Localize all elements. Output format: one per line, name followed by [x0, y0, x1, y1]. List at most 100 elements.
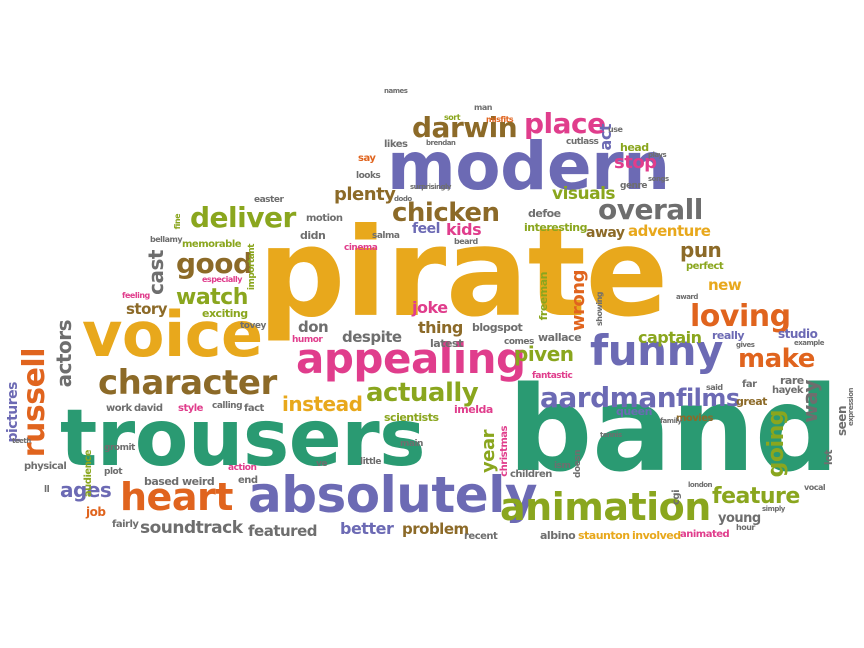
word-audience: audience	[83, 450, 94, 498]
word-wallace: wallace	[538, 331, 582, 344]
word-good: good	[176, 247, 253, 280]
word-main: main	[400, 439, 423, 449]
word-brendan: brendan	[426, 139, 456, 147]
word-away: away	[586, 225, 625, 241]
word-modern: modern	[387, 128, 670, 205]
word-feeling: feeling	[122, 291, 150, 300]
word-recent: recent	[464, 531, 498, 542]
word-christmas: christmas	[499, 426, 510, 477]
word-feature: feature	[712, 484, 800, 509]
word-wrong: wrong	[568, 270, 589, 332]
word-plays: plays	[648, 151, 667, 159]
word-piven: piven	[514, 342, 574, 366]
word-pictures: pictures	[5, 382, 21, 443]
word-comes: comes	[504, 337, 534, 347]
word-sort: sort	[444, 113, 461, 122]
word-deliver: deliver	[190, 201, 296, 234]
word-scientists: scientists	[384, 411, 439, 424]
word-animation: animation	[500, 485, 711, 529]
word-featured: featured	[248, 522, 317, 540]
word-animated: animated	[680, 529, 730, 540]
word-teeth: teeth	[12, 437, 31, 445]
word-absolutely: absolutely	[248, 466, 537, 524]
word-little: little	[360, 457, 381, 467]
word-captain: captain	[638, 328, 702, 347]
word-salma: salma	[372, 231, 400, 241]
word-plot: plot	[104, 467, 123, 477]
word-instead: instead	[282, 392, 363, 416]
word-gives: gives	[736, 341, 755, 349]
word-appealing: appealing	[296, 334, 526, 383]
word-ve: ve	[316, 459, 327, 469]
word-fine: fine	[173, 214, 182, 230]
word-place: place	[524, 107, 606, 140]
word-memorable: memorable	[182, 239, 242, 250]
word-new: new	[708, 276, 742, 294]
word-ages: ages	[60, 478, 112, 502]
word-overall: overall	[598, 193, 703, 226]
word-hayek: hayek	[772, 385, 804, 396]
word-action: action	[228, 463, 257, 473]
word-style: style	[178, 403, 203, 414]
word-tennis: tennis	[600, 431, 622, 439]
word-calling: calling	[212, 401, 243, 411]
word-expression: expression	[847, 388, 855, 426]
word-hour: hour	[736, 523, 755, 532]
word-use: use	[608, 125, 623, 134]
word-especially: especially	[202, 275, 242, 284]
word-movies: movies	[676, 413, 713, 424]
word-band: band	[508, 360, 839, 498]
word-physical: physical	[24, 461, 67, 472]
word-make: make	[738, 344, 815, 374]
word-plenty: plenty	[334, 184, 396, 205]
word-imelda: imelda	[454, 403, 493, 416]
word-exciting: exciting	[202, 307, 248, 320]
word-ll: ll	[44, 485, 50, 495]
word-studio: studio	[778, 327, 818, 341]
word-bellamy: bellamy	[150, 235, 183, 244]
word-albino: albino	[540, 529, 576, 542]
word-weird: weird	[182, 475, 215, 488]
word-say: say	[358, 153, 376, 164]
word-rare: rare	[780, 374, 804, 387]
word-david: david	[134, 403, 163, 414]
word-genre: genre	[620, 181, 648, 191]
word-names: names	[384, 87, 408, 95]
word-surprisingly: surprisingly	[410, 183, 452, 191]
word-fantastic: fantastic	[532, 371, 573, 381]
word-feel: feel	[412, 221, 440, 237]
word-didn: didn	[300, 229, 326, 242]
word-actors: actors	[52, 320, 76, 388]
word-aardman: aardman	[540, 381, 677, 414]
word-films: films	[676, 384, 740, 412]
word-end: end	[238, 475, 258, 486]
word-job: job	[86, 505, 106, 519]
word-example: example	[794, 339, 824, 347]
word-looks: looks	[356, 171, 381, 181]
word-chicken: chicken	[392, 198, 500, 228]
word-gromit: gromit	[104, 443, 135, 453]
word-interesting: interesting	[524, 221, 588, 234]
word-defoe: defoe	[528, 207, 561, 220]
word-showing: showing	[595, 292, 604, 327]
word-tovey: tovey	[240, 321, 266, 331]
word-queen: queen	[616, 405, 652, 418]
word-darwin: darwin	[412, 111, 518, 144]
word-fairly: fairly	[112, 519, 139, 530]
word-adventure: adventure	[628, 222, 711, 240]
word-thing: thing	[418, 318, 463, 337]
word-pun: pun	[680, 238, 722, 262]
word-children: children	[510, 469, 552, 480]
word-loving: loving	[690, 299, 791, 334]
word-kids: kids	[446, 220, 482, 239]
word-character: character	[98, 363, 277, 403]
word-lot: lot	[822, 450, 835, 466]
word-humor: humor	[292, 335, 323, 345]
word-stop: stop	[614, 152, 657, 173]
word-fact: fact	[244, 403, 264, 414]
word-cutlass: cutlass	[566, 137, 599, 147]
word-cast: cast	[144, 250, 168, 295]
word-joke: joke	[412, 298, 448, 317]
word-young: young	[718, 511, 761, 526]
